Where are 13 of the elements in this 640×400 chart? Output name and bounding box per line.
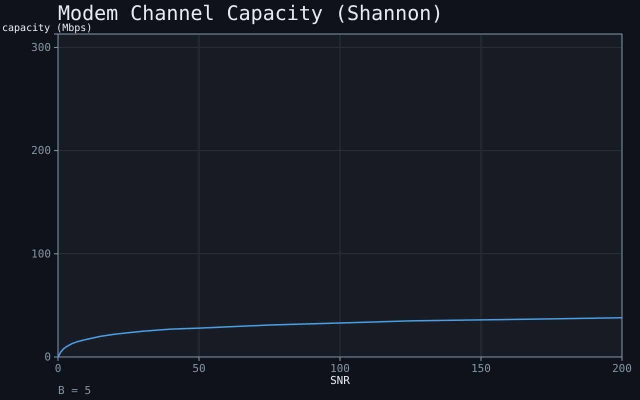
x-tick-label: 0: [54, 362, 62, 375]
x-tick-label: 150: [471, 362, 491, 375]
x-tick-label: 50: [192, 362, 206, 375]
x-tick-label: 100: [330, 362, 350, 375]
y-tick-label: 100: [31, 247, 51, 260]
x-tick-label: 200: [612, 362, 632, 375]
text: B = 5: [58, 384, 92, 397]
y-tick-label: 300: [31, 40, 51, 54]
y-tick-label: 0: [44, 350, 51, 364]
line-series: [57, 317, 623, 358]
x-axis-title: SNR: [330, 374, 350, 387]
y-tick-label: 200: [31, 144, 51, 158]
y-axis-title: capacity (Mbps): [2, 23, 92, 34]
